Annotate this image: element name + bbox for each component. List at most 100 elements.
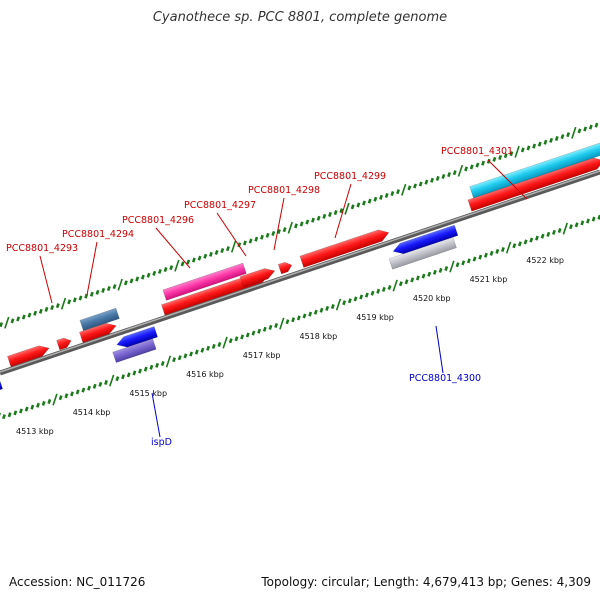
reverse-minor-tick (19, 408, 23, 414)
reverse-minor-tick (121, 374, 125, 380)
reverse-minor-tick (58, 395, 63, 401)
reverse-gene-label[interactable]: ispD (151, 437, 172, 448)
reverse-callout-line (435, 325, 444, 374)
forward-gene-label[interactable]: PCC8801_4297 (184, 200, 256, 211)
forward-minor-tick (532, 143, 537, 149)
cds-forward-4297-shape (239, 268, 276, 288)
forward-major-tick (117, 278, 123, 291)
forward-minor-tick (356, 202, 361, 208)
ruler-label: 4519 kbp (356, 313, 394, 322)
reverse-minor-tick (495, 248, 500, 254)
forward-minor-tick (237, 242, 242, 248)
reverse-minor-tick (461, 260, 466, 266)
cds-reverse-edge-shape (0, 378, 3, 392)
forward-callout-line (86, 241, 98, 296)
rrna-forward-4301-shape (469, 140, 600, 199)
forward-minor-tick (146, 272, 151, 278)
cds-reverse-ispD (116, 326, 158, 348)
reverse-minor-tick (421, 273, 426, 279)
forward-minor-tick (112, 284, 117, 290)
forward-minor-tick (520, 147, 525, 153)
forward-gene-label[interactable]: PCC8801_4296 (122, 215, 194, 226)
reverse-minor-tick (285, 319, 290, 325)
reverse-minor-tick (189, 351, 194, 357)
forward-gene-label[interactable]: PCC8801_4298 (248, 185, 320, 196)
reverse-ruler-ticks (0, 214, 600, 420)
reverse-minor-tick (319, 307, 324, 313)
reverse-minor-tick (217, 341, 222, 347)
reverse-major-tick (52, 393, 58, 406)
forward-major-tick (401, 183, 407, 196)
reverse-minor-tick (535, 235, 539, 241)
cds-forward-small-b-shape (277, 261, 293, 275)
reverse-minor-tick (132, 370, 137, 376)
forward-minor-tick (373, 196, 378, 202)
forward-minor-tick (537, 141, 542, 147)
reverse-minor-tick (302, 313, 307, 319)
forward-minor-tick (44, 306, 49, 312)
forward-minor-tick (27, 312, 32, 318)
reverse-minor-tick (347, 298, 352, 304)
reverse-minor-tick (47, 398, 52, 404)
reverse-minor-tick (574, 222, 579, 228)
forward-minor-tick (475, 162, 480, 168)
reverse-minor-tick (13, 410, 18, 416)
forward-callout-line (487, 159, 528, 200)
reverse-minor-tick (359, 294, 364, 300)
ruler-label: 4518 kbp (300, 332, 338, 341)
forward-gene-label[interactable]: PCC8801_4294 (62, 229, 134, 240)
reverse-minor-tick (206, 345, 211, 351)
reverse-minor-tick (410, 277, 415, 283)
reverse-minor-tick (415, 275, 420, 281)
forward-major-tick (287, 221, 293, 234)
feature-callouts: PCC8801_4293 PCC8801_4294 PCC8801_4296 PCC8… (6, 146, 528, 448)
forward-minor-tick (362, 200, 366, 206)
reverse-gene-label[interactable]: PCC8801_4300 (409, 373, 481, 384)
forward-minor-tick (157, 268, 162, 274)
forward-minor-tick (180, 261, 185, 267)
accession-label: Accession: NC_011726 (9, 575, 146, 589)
reverse-minor-tick (143, 366, 148, 372)
forward-minor-tick (294, 223, 298, 229)
reverse-minor-tick (557, 228, 562, 234)
cds-reverse-4300 (392, 224, 459, 254)
reverse-minor-tick (92, 383, 97, 389)
reverse-minor-tick (160, 360, 165, 366)
reverse-minor-tick (228, 338, 233, 344)
forward-minor-tick (311, 217, 315, 223)
forward-minor-tick (339, 208, 344, 214)
cds-forward-4293-shape (7, 345, 50, 368)
reverse-minor-tick (268, 324, 273, 330)
ruler-label: 4513 kbp (16, 427, 54, 436)
reverse-minor-tick (194, 349, 199, 355)
ruler-label: 4522 kbp (526, 256, 564, 265)
forward-minor-tick (554, 135, 559, 141)
forward-major-tick (457, 164, 464, 177)
reverse-minor-tick (523, 239, 528, 245)
reverse-minor-tick (569, 224, 573, 230)
reverse-minor-tick (240, 334, 245, 340)
forward-gene-label[interactable]: PCC8801_4299 (314, 171, 386, 182)
reverse-minor-tick (427, 271, 432, 277)
reverse-minor-tick (177, 355, 182, 361)
map-title: Cyanothece sp. PCC 8801, complete genome (152, 10, 448, 25)
reverse-minor-tick (126, 372, 131, 378)
forward-gene-label[interactable]: PCC8801_4301 (441, 146, 513, 157)
forward-gene-label[interactable]: PCC8801_4293 (6, 243, 78, 254)
reverse-minor-tick (478, 254, 483, 260)
forward-minor-tick (396, 189, 400, 195)
reverse-minor-tick (381, 286, 386, 292)
forward-minor-tick (543, 139, 548, 145)
reverse-minor-tick (149, 364, 154, 370)
reverse-minor-tick (387, 285, 392, 291)
cds-reverse-ispD-shape (116, 326, 158, 348)
forward-minor-tick (129, 278, 134, 284)
forward-major-tick (230, 240, 237, 253)
forward-major-tick (4, 316, 10, 329)
reverse-minor-tick (552, 229, 556, 235)
forward-minor-tick (33, 310, 38, 316)
reverse-minor-tick (234, 336, 239, 342)
forward-minor-tick (197, 255, 202, 261)
forward-callout-line (334, 183, 352, 239)
